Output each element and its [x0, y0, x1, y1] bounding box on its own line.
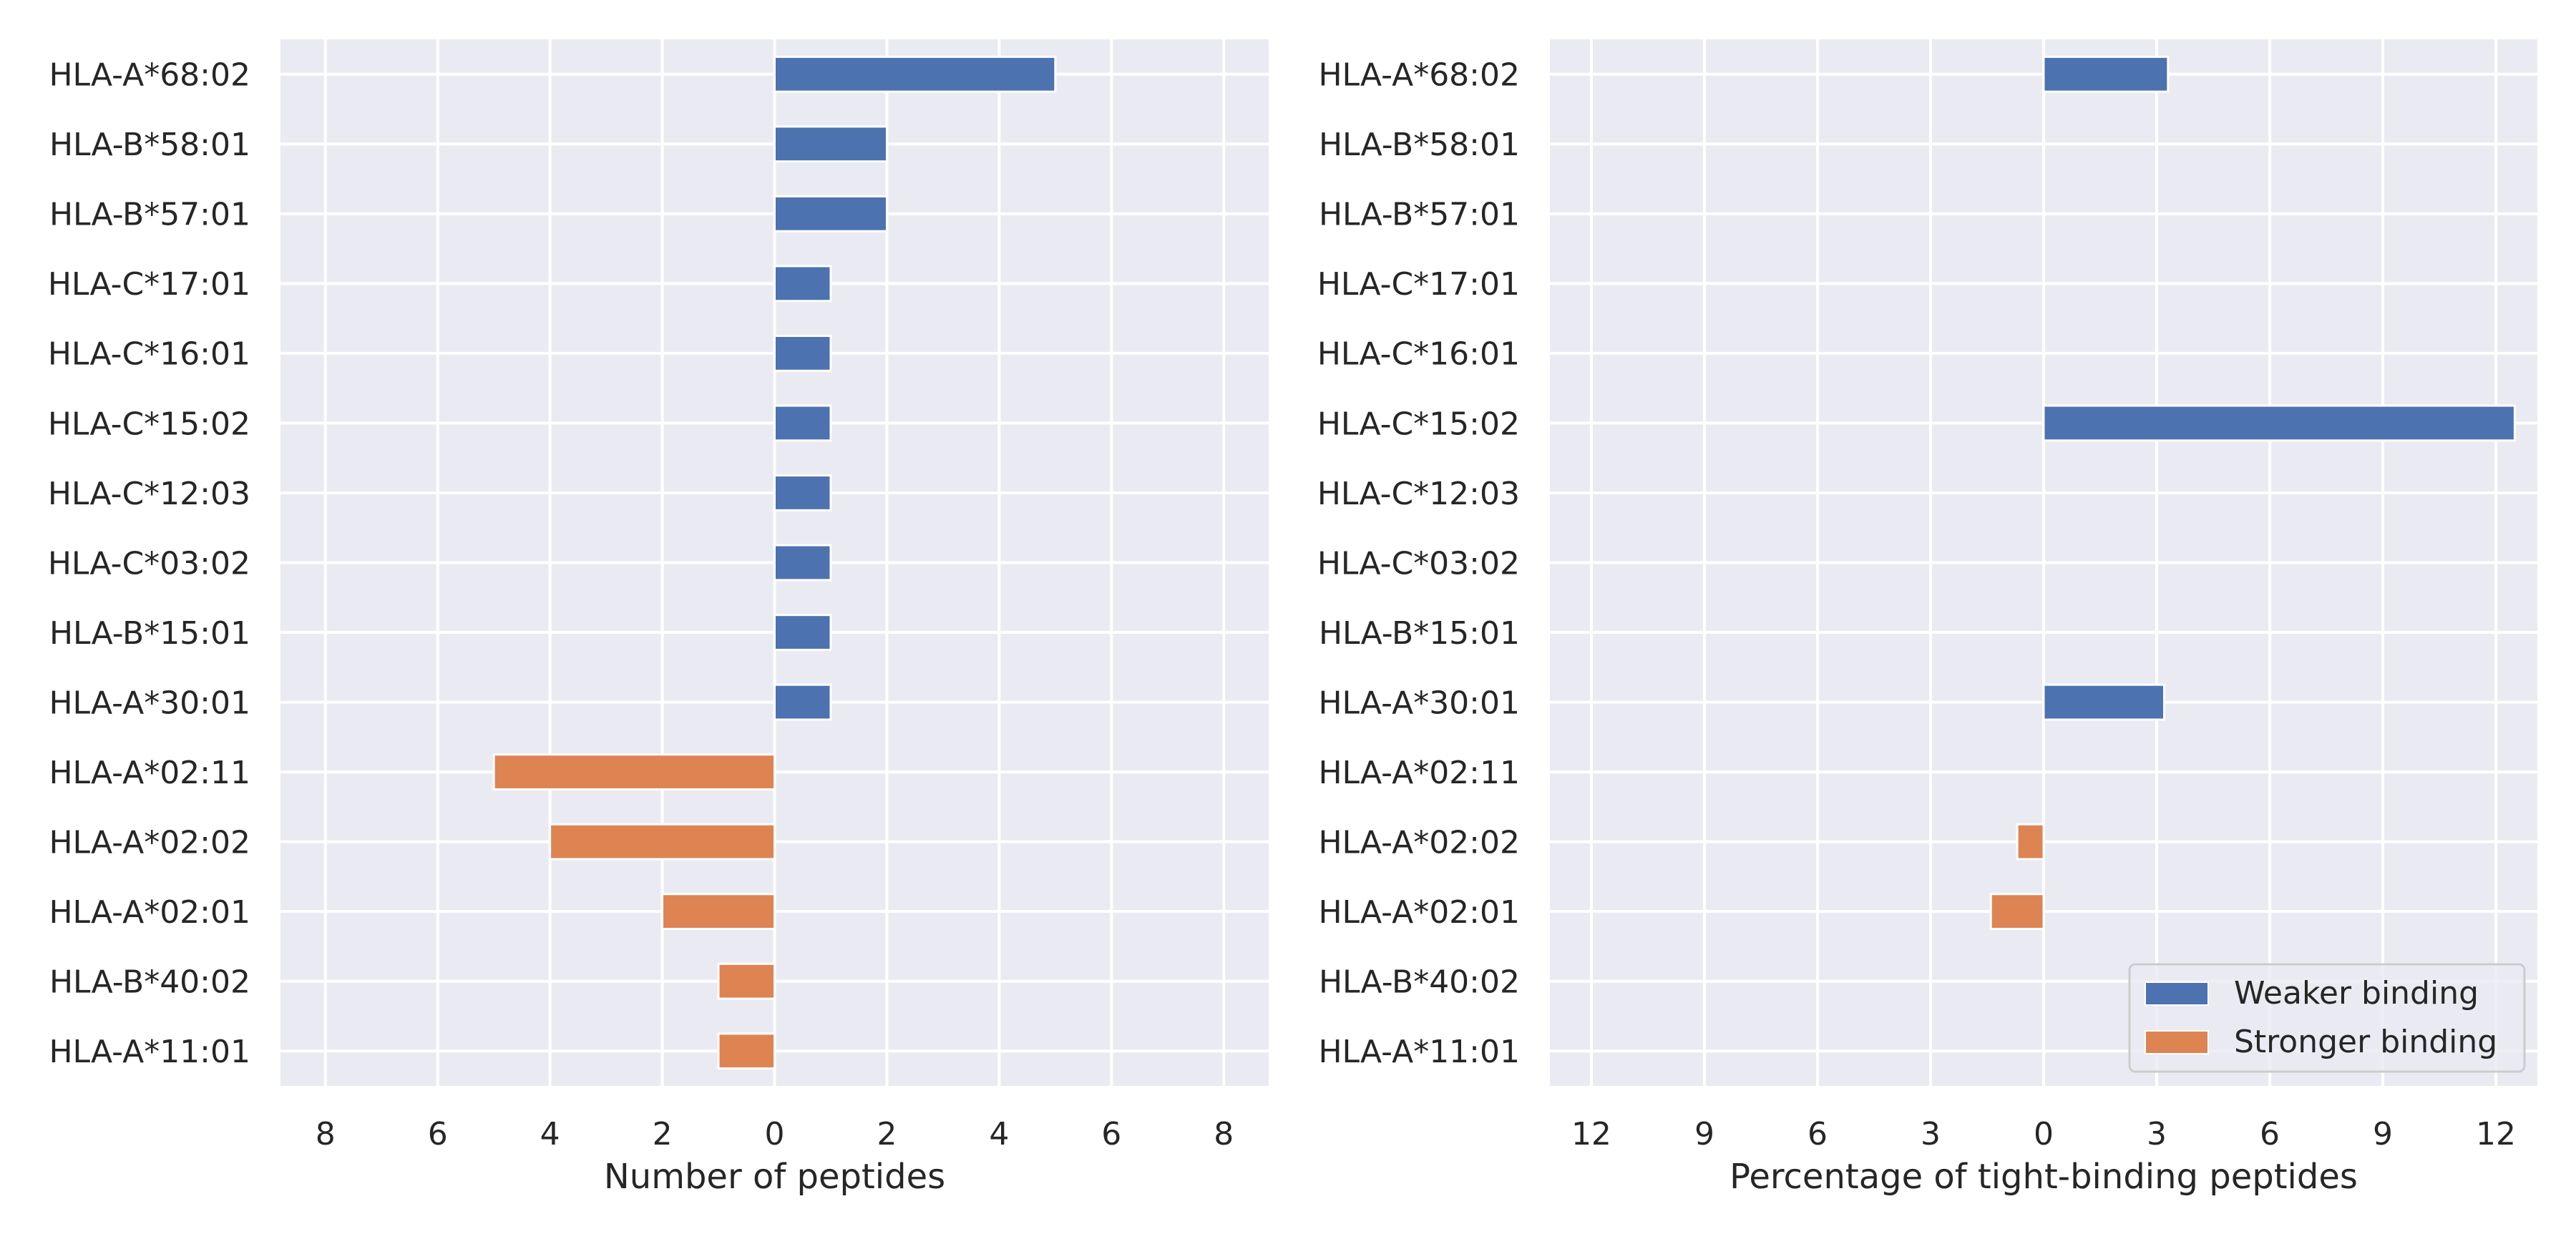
y-tick-label: HLA-A*02:11 — [1318, 755, 1520, 791]
y-tick-label: HLA-C*17:01 — [48, 266, 250, 303]
bar-stronger-binding-hla-a-11-01 — [717, 1032, 776, 1070]
bar-weaker-binding-hla-a-68-02 — [2042, 55, 2170, 93]
bar-weaker-binding-hla-c-15-02 — [2042, 404, 2516, 442]
bar-weaker-binding-hla-b-15-01 — [774, 614, 832, 651]
y-tick-label: HLA-A*02:11 — [49, 755, 250, 791]
bar-stronger-binding-hla-a-02-01 — [1989, 893, 2045, 931]
bar-stronger-binding-hla-a-02-01 — [661, 893, 776, 931]
y-tick-label: HLA-A*02:01 — [1318, 894, 1520, 931]
x-tick-label: 0 — [765, 1116, 785, 1152]
bar-weaker-binding-hla-c-16-01 — [774, 335, 832, 372]
y-tick-label: HLA-C*16:01 — [48, 336, 250, 373]
y-tick-label: HLA-C*12:03 — [1317, 476, 1520, 512]
x-tick-label: 6 — [428, 1116, 448, 1152]
y-tick-label: HLA-A*68:02 — [49, 57, 250, 94]
bar-stronger-binding-hla-a-02-02 — [549, 823, 776, 861]
x-tick-label: 2 — [653, 1116, 673, 1152]
x-tick-label: 2 — [877, 1116, 897, 1152]
bar-stronger-binding-hla-b-40-02 — [717, 962, 776, 1000]
y-tick-label: HLA-C*03:02 — [1317, 545, 1520, 582]
bar-weaker-binding-hla-c-12-03 — [774, 474, 832, 511]
y-tick-label: HLA-A*02:01 — [49, 894, 250, 931]
x-tick-label: 12 — [2476, 1116, 2516, 1152]
legend-label-stronger-binding: Stronger binding — [2234, 1024, 2497, 1060]
y-tick-label: HLA-B*40:02 — [49, 964, 250, 1001]
y-tick-label: HLA-B*57:01 — [1319, 197, 1520, 233]
chart-panel-peptide-count: HLA-A*68:02 HLA-B*58:01 HLA-B*57:01 HLA-C*1… — [48, 39, 1269, 1197]
y-tick-label: HLA-C*12:03 — [48, 476, 250, 512]
x-axis-label: Number of peptides — [604, 1157, 945, 1197]
y-tick-label: HLA-B*15:01 — [49, 615, 250, 652]
x-tick-label: 6 — [2260, 1116, 2280, 1152]
bar-weaker-binding-hla-a-30-01 — [2042, 683, 2166, 721]
y-tick-label: HLA-A*68:02 — [1318, 57, 1520, 94]
legend-swatch-weaker-binding — [2145, 981, 2209, 1006]
y-tick-label: HLA-C*15:02 — [1317, 406, 1520, 442]
x-tick-label: 9 — [2373, 1116, 2393, 1152]
y-tick-label: HLA-C*03:02 — [48, 545, 250, 582]
y-tick-label: HLA-B*40:02 — [1319, 964, 1520, 1001]
y-tick-label: HLA-A*11:01 — [49, 1034, 250, 1070]
chart-panel-tight-binding-percentage: HLA-A*68:02 HLA-B*58:01 HLA-B*57:01 HLA-C*1… — [1317, 39, 2537, 1197]
bar-stronger-binding-hla-a-02-11 — [492, 753, 776, 790]
legend-label-weaker-binding: Weaker binding — [2234, 975, 2479, 1012]
y-tick-label: HLA-B*58:01 — [1319, 127, 1520, 163]
y-tick-label: HLA-C*17:01 — [1317, 266, 1520, 303]
y-tick-label: HLA-C*15:02 — [48, 406, 250, 442]
x-tick-label: 3 — [1921, 1116, 1941, 1152]
bar-weaker-binding-hla-b-58-01 — [774, 125, 888, 163]
x-tick-label: 12 — [1571, 1116, 1611, 1152]
x-axis-label: Percentage of tight-binding peptides — [1729, 1157, 2358, 1197]
y-tick-label: HLA-A*02:02 — [1318, 824, 1520, 861]
bar-weaker-binding-hla-b-57-01 — [774, 195, 888, 232]
x-tick-label: 6 — [1101, 1116, 1121, 1152]
bar-stronger-binding-hla-a-02-02 — [2016, 823, 2045, 861]
bar-weaker-binding-hla-a-30-01 — [774, 683, 832, 721]
y-tick-label: HLA-A*30:01 — [1318, 685, 1520, 721]
y-tick-label: HLA-A*11:01 — [1318, 1034, 1520, 1070]
x-tick-label: 3 — [2147, 1116, 2167, 1152]
y-tick-label: HLA-A*02:02 — [49, 824, 250, 861]
y-tick-label: HLA-C*16:01 — [1317, 336, 1520, 373]
x-tick-label: 4 — [540, 1116, 560, 1152]
x-tick-label: 6 — [1807, 1116, 1828, 1152]
bar-weaker-binding-hla-c-03-02 — [774, 544, 832, 582]
y-tick-label: HLA-A*30:01 — [49, 685, 250, 721]
bar-weaker-binding-hla-c-17-01 — [774, 265, 832, 303]
x-tick-label: 9 — [1694, 1116, 1714, 1152]
legend-box — [2128, 963, 2526, 1073]
y-tick-label: HLA-B*58:01 — [49, 127, 250, 163]
y-tick-label: HLA-B*15:01 — [1319, 615, 1520, 652]
x-tick-label: 8 — [316, 1116, 336, 1152]
x-tick-label: 8 — [1214, 1116, 1234, 1152]
x-tick-label: 4 — [989, 1116, 1009, 1152]
legend-swatch-stronger-binding — [2145, 1030, 2209, 1054]
y-tick-label: HLA-B*57:01 — [49, 197, 250, 233]
bar-weaker-binding-hla-c-15-02 — [774, 404, 832, 442]
bar-weaker-binding-hla-a-68-02 — [774, 55, 1057, 93]
x-tick-label: 0 — [2034, 1116, 2054, 1152]
legend: Weaker binding Stronger binding — [2128, 963, 2526, 1073]
